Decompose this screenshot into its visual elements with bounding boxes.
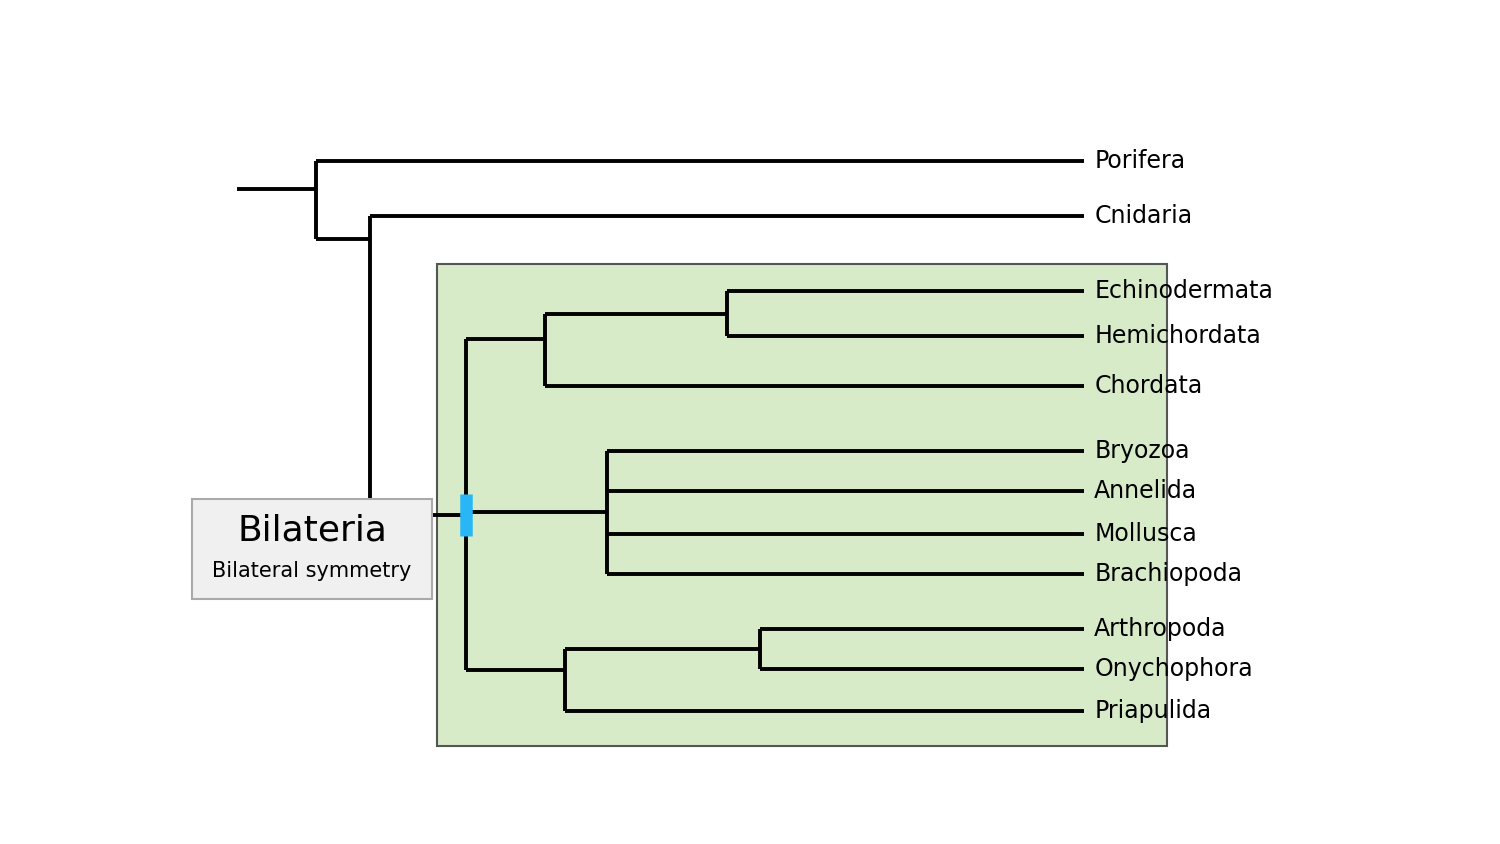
Text: Cnidaria: Cnidaria bbox=[1094, 204, 1192, 228]
Text: Annelida: Annelida bbox=[1094, 479, 1197, 503]
Text: Mollusca: Mollusca bbox=[1094, 522, 1197, 546]
Text: Bilateral symmetry: Bilateral symmetry bbox=[213, 560, 411, 581]
Text: Echinodermata: Echinodermata bbox=[1094, 279, 1274, 303]
Text: Onychophora: Onychophora bbox=[1094, 657, 1252, 680]
Bar bbox=[192, 499, 432, 598]
Text: Chordata: Chordata bbox=[1094, 374, 1203, 398]
Text: Porifera: Porifera bbox=[1094, 149, 1185, 173]
Text: Bryozoa: Bryozoa bbox=[1094, 439, 1190, 463]
Text: Bilateria: Bilateria bbox=[237, 514, 387, 548]
Text: Priapulida: Priapulida bbox=[1094, 699, 1212, 723]
Bar bbox=[436, 263, 1167, 746]
Text: Arthropoda: Arthropoda bbox=[1094, 617, 1227, 641]
Text: Brachiopoda: Brachiopoda bbox=[1094, 562, 1242, 586]
Text: Hemichordata: Hemichordata bbox=[1094, 324, 1262, 349]
